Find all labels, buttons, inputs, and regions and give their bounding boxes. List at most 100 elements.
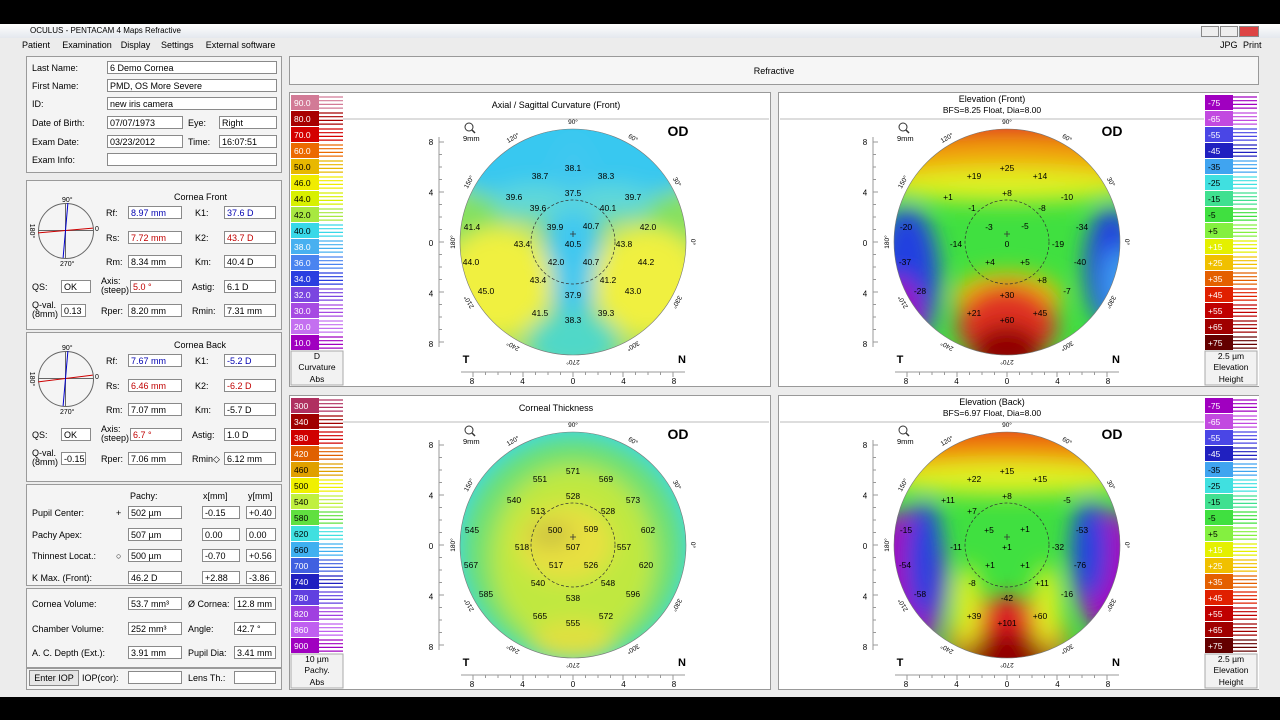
legend-unit: 10 µm: [305, 654, 329, 664]
angle-label: 270°: [1000, 661, 1014, 669]
legend-value: 460: [294, 465, 308, 475]
legend-swatch: [1205, 574, 1233, 589]
color-map: [460, 129, 686, 355]
maximize-button[interactable]: [1220, 26, 1238, 37]
legend-swatch: [1205, 319, 1233, 334]
map-value: 513: [531, 506, 545, 516]
map-value: -34: [1076, 222, 1089, 232]
row-label: Cornea Volume:: [32, 599, 97, 609]
legend-swatch: [1205, 398, 1233, 413]
legend-mode: Height: [1219, 374, 1244, 384]
map-value: +15: [1033, 474, 1048, 484]
bottom-tick-label: 4: [520, 680, 525, 689]
map-value: 585: [479, 589, 493, 599]
map-value: 509: [584, 524, 598, 534]
legend-swatch: [1205, 271, 1233, 286]
menu-item[interactable]: Display: [120, 40, 151, 50]
bottom-tick-label: 0: [1005, 680, 1010, 689]
map-value: -37: [899, 257, 912, 267]
legend-value: -65: [1208, 114, 1221, 124]
zoom-label: 9mm: [897, 437, 914, 446]
map-value: 517: [549, 560, 563, 570]
legend-value: 36.0: [294, 258, 311, 268]
map-value: +1: [985, 560, 995, 570]
map-region: [965, 632, 1049, 658]
angle-label: 0°: [1123, 542, 1131, 549]
legend-swatch: [1205, 159, 1233, 174]
legend-swatch: [291, 510, 319, 525]
map-value: 38.1: [565, 163, 582, 173]
map-value: 43.8: [616, 239, 633, 249]
map-value: 518: [515, 542, 529, 552]
map-value: -76: [1074, 560, 1087, 570]
legend-value: 380: [294, 433, 308, 443]
dial-label: 180°: [28, 223, 36, 239]
legend-value: 60.0: [294, 146, 311, 156]
side-tick-label: 8: [429, 643, 434, 652]
side-tick-label: 8: [429, 441, 434, 450]
menu-item[interactable]: Print: [1243, 40, 1262, 50]
dial-label: 270°: [60, 409, 75, 416]
map-panel: Elevation (Front)BFS=8.25 Float, Dia=8.0…: [778, 92, 1259, 387]
bottom-tick-label: 4: [621, 377, 626, 386]
map-value: +8: [1037, 275, 1047, 285]
legend-swatch: [291, 287, 319, 302]
map-value: 551: [533, 474, 547, 484]
legend-swatch: [1205, 111, 1233, 126]
legend-swatch: [291, 159, 319, 174]
legend-swatch: [291, 175, 319, 190]
field-value: 40.4 D: [224, 255, 276, 268]
bottom-tick-label: 0: [571, 377, 576, 386]
menu-item[interactable]: JPG: [1220, 40, 1238, 50]
map-region: [953, 565, 981, 649]
color-map: [460, 432, 686, 658]
nasal-label: N: [1112, 657, 1120, 669]
legend-swatch: [1205, 510, 1233, 525]
legend-swatch: [291, 622, 319, 637]
row-symbol: +: [116, 508, 122, 518]
side-tick-label: 8: [863, 138, 868, 147]
legend-swatch: [291, 430, 319, 445]
field-value: 53.7 mm³: [128, 597, 182, 610]
minimize-button[interactable]: [1201, 26, 1219, 37]
legend-value: 820: [294, 609, 308, 619]
field-label: Rm:: [106, 257, 123, 267]
legend-value: 420: [294, 449, 308, 459]
field-value: -5.2 D: [224, 354, 276, 367]
field-label: K1:: [195, 356, 209, 366]
legend-swatch: [291, 494, 319, 509]
zoom-label: 9mm: [463, 134, 480, 143]
map-value: -1: [968, 203, 976, 213]
close-button[interactable]: [1239, 26, 1259, 37]
field-label: ID:: [32, 99, 44, 109]
field-value: 07/07/1973: [107, 116, 183, 129]
legend-swatch: [1205, 143, 1233, 158]
field-value: 46.2 D: [128, 570, 182, 584]
row-label: Pupil Center:: [32, 508, 85, 518]
side-tick-label: 4: [863, 492, 868, 501]
menu-item[interactable]: External software: [205, 40, 276, 50]
map-value: +1: [1020, 524, 1030, 534]
menu-item[interactable]: Examination: [62, 40, 112, 50]
field-value[interactable]: [107, 153, 277, 166]
dial-axis: [65, 351, 66, 406]
map-region: [1071, 500, 1107, 600]
field-value[interactable]: [234, 671, 276, 684]
legend-swatch: [291, 590, 319, 605]
legend-value: 90.0: [294, 98, 311, 108]
dial: [38, 203, 94, 259]
map-value: 557: [617, 542, 631, 552]
legend-value: 10.0: [294, 338, 311, 348]
field-label: Astig:: [192, 282, 215, 292]
legend-swatch: [1205, 638, 1233, 653]
field-value: OK: [61, 280, 91, 293]
map-value: 548: [601, 578, 615, 588]
angle-label: 270°: [566, 661, 580, 669]
row-label: Chamber Volume:: [32, 623, 105, 634]
enter-iop-button[interactable]: Enter IOP: [29, 670, 79, 686]
menu-item[interactable]: Patient: [22, 40, 51, 50]
angle-label: 0°: [1123, 239, 1131, 246]
nasal-label: N: [1112, 354, 1120, 366]
field-value[interactable]: [128, 671, 182, 684]
menu-item[interactable]: Settings: [161, 40, 194, 50]
